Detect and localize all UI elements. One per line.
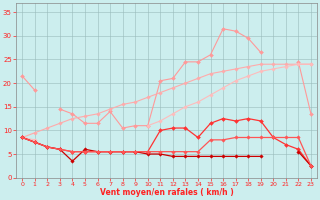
- X-axis label: Vent moyen/en rafales ( km/h ): Vent moyen/en rafales ( km/h ): [100, 188, 234, 197]
